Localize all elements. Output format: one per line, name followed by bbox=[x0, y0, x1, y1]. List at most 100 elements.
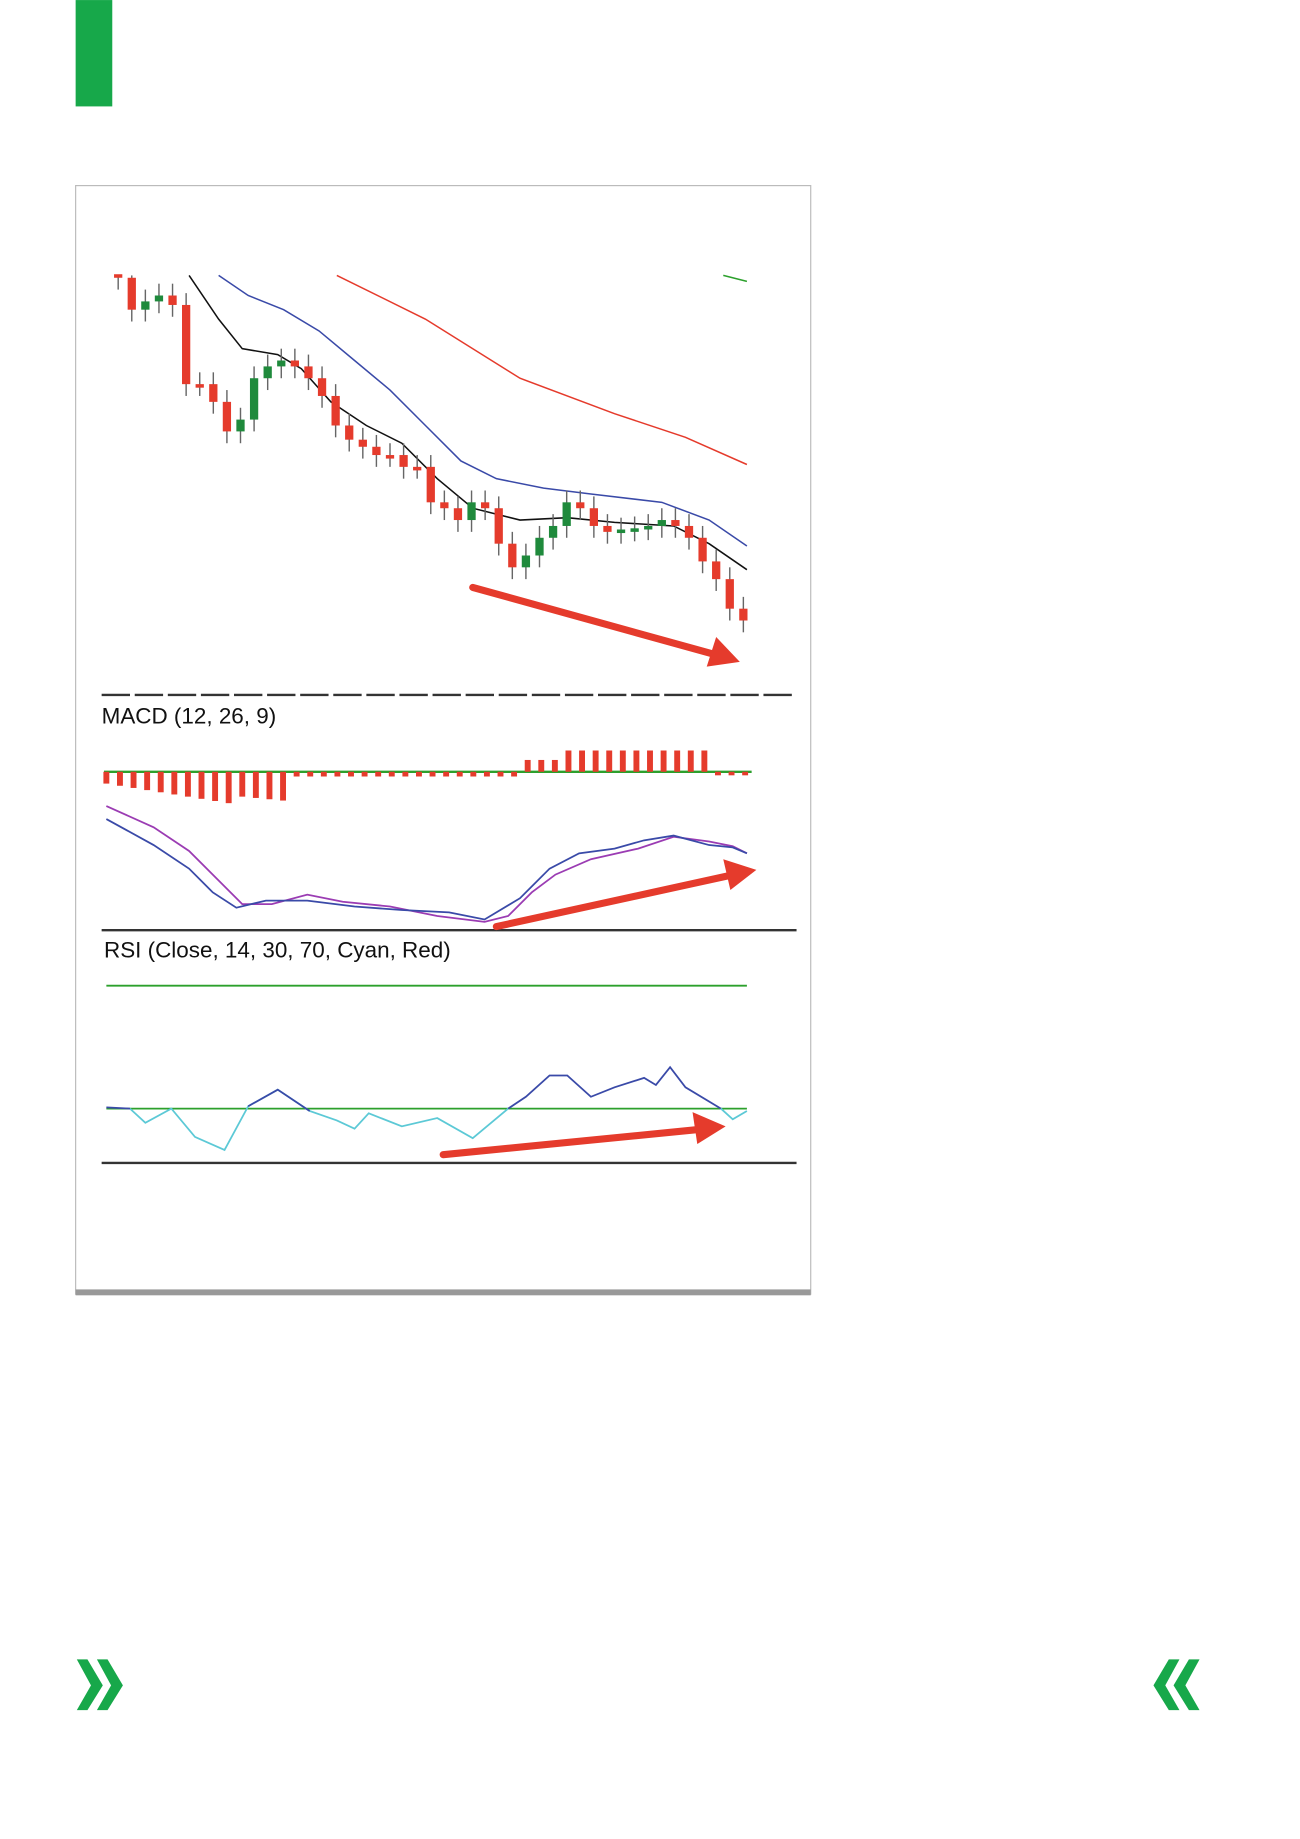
candle-body bbox=[141, 301, 150, 310]
candle-body bbox=[277, 360, 286, 367]
rsi-label: RSI (Close, 14, 30, 70, Cyan, Red) bbox=[104, 937, 451, 962]
quote-open bbox=[76, 1659, 123, 1711]
histogram-bar bbox=[687, 750, 694, 772]
candle-body bbox=[358, 439, 367, 447]
rsi-line-high bbox=[106, 1065, 722, 1112]
candle-body bbox=[114, 274, 123, 278]
candle-body bbox=[399, 455, 408, 467]
candle-body bbox=[616, 529, 626, 534]
histogram-bar bbox=[266, 771, 273, 800]
candle-body bbox=[182, 304, 191, 385]
candle-body bbox=[222, 401, 232, 432]
histogram-bar bbox=[619, 750, 626, 772]
candle-body bbox=[413, 466, 422, 471]
histogram-bar bbox=[103, 771, 110, 784]
candle-body bbox=[535, 537, 544, 556]
candle-body bbox=[589, 508, 598, 526]
histogram-bar bbox=[157, 771, 164, 793]
candle-body bbox=[440, 502, 449, 509]
histogram-bar bbox=[212, 771, 219, 801]
candle-body bbox=[249, 378, 259, 420]
histogram-bar bbox=[715, 771, 721, 776]
histogram-bar bbox=[307, 771, 314, 777]
candle-body bbox=[481, 502, 490, 509]
candle-body bbox=[168, 295, 177, 305]
candle-body bbox=[576, 502, 585, 509]
histogram-bar bbox=[674, 750, 681, 772]
frame-shadow bbox=[75, 1289, 811, 1296]
candle-body bbox=[426, 466, 435, 503]
histogram-bar bbox=[280, 771, 286, 801]
histogram-bar bbox=[742, 771, 749, 776]
candle-body bbox=[508, 543, 517, 568]
histogram-bar bbox=[320, 771, 327, 777]
histogram-bar bbox=[171, 771, 178, 795]
histogram-bar bbox=[198, 771, 205, 799]
chart-image: MACD (12, 26, 9) RSI (Close, 14, 30, 70,… bbox=[102, 274, 797, 1165]
histogram-bar bbox=[660, 750, 667, 772]
arrow-head bbox=[706, 637, 740, 667]
candle-body bbox=[195, 384, 204, 388]
histogram-bar bbox=[483, 771, 490, 777]
histogram-bar bbox=[402, 771, 409, 777]
candle-body bbox=[725, 579, 734, 609]
macd-line bbox=[105, 818, 748, 921]
candle-body bbox=[317, 378, 327, 396]
candle-body bbox=[644, 525, 653, 530]
histogram-bar bbox=[117, 771, 123, 786]
candle-body bbox=[263, 366, 272, 379]
candle-body bbox=[548, 525, 558, 538]
histogram-bar bbox=[579, 750, 585, 772]
histogram-bar bbox=[551, 759, 558, 772]
candle-body bbox=[372, 446, 381, 456]
candle-body bbox=[467, 502, 476, 521]
arrow-head bbox=[723, 859, 757, 890]
arrow bbox=[469, 583, 715, 658]
histogram-bar bbox=[293, 771, 300, 777]
macd-label: MACD (12, 26, 9) bbox=[102, 703, 277, 728]
candle-body bbox=[154, 295, 164, 302]
histogram-bar bbox=[348, 771, 354, 777]
arrow bbox=[492, 868, 749, 931]
candle-body bbox=[562, 502, 571, 526]
candle-body bbox=[671, 520, 680, 526]
histogram-bar bbox=[416, 771, 422, 777]
histogram-bar bbox=[130, 771, 137, 788]
histogram-bar bbox=[144, 771, 151, 791]
histogram-bar bbox=[565, 750, 572, 772]
histogram-bar bbox=[239, 771, 246, 797]
candle-body bbox=[603, 525, 612, 532]
histogram-bar bbox=[443, 771, 450, 777]
candle-body bbox=[494, 508, 503, 544]
histogram-bar bbox=[728, 771, 735, 776]
candle-body bbox=[304, 366, 313, 379]
moving-average-black bbox=[188, 274, 748, 571]
candle-body bbox=[385, 455, 395, 459]
histogram-bar bbox=[184, 771, 191, 797]
rsi-line-low bbox=[720, 1107, 748, 1121]
histogram-bar bbox=[388, 771, 395, 777]
histogram-bar bbox=[334, 771, 341, 777]
histogram-bar bbox=[633, 750, 640, 772]
quote-close bbox=[1153, 1659, 1200, 1711]
histogram-bar bbox=[606, 750, 613, 772]
histogram-bar bbox=[701, 750, 708, 772]
moving-average-blue bbox=[218, 274, 748, 547]
moving-average-green bbox=[723, 274, 748, 283]
green-tab bbox=[75, 0, 113, 107]
rsi-line-low bbox=[129, 1088, 509, 1152]
histogram-bar bbox=[375, 771, 382, 777]
candle-body bbox=[739, 608, 748, 621]
arrow-head bbox=[692, 1112, 726, 1145]
macd-signal-line bbox=[105, 805, 748, 923]
candle-body bbox=[453, 508, 463, 521]
histogram-bar bbox=[429, 771, 436, 777]
candle-body bbox=[127, 277, 136, 310]
candle-body bbox=[290, 360, 299, 367]
candle-body bbox=[345, 425, 354, 440]
candle-body bbox=[657, 520, 666, 526]
histogram-bar bbox=[497, 771, 504, 777]
candle-body bbox=[331, 395, 340, 426]
